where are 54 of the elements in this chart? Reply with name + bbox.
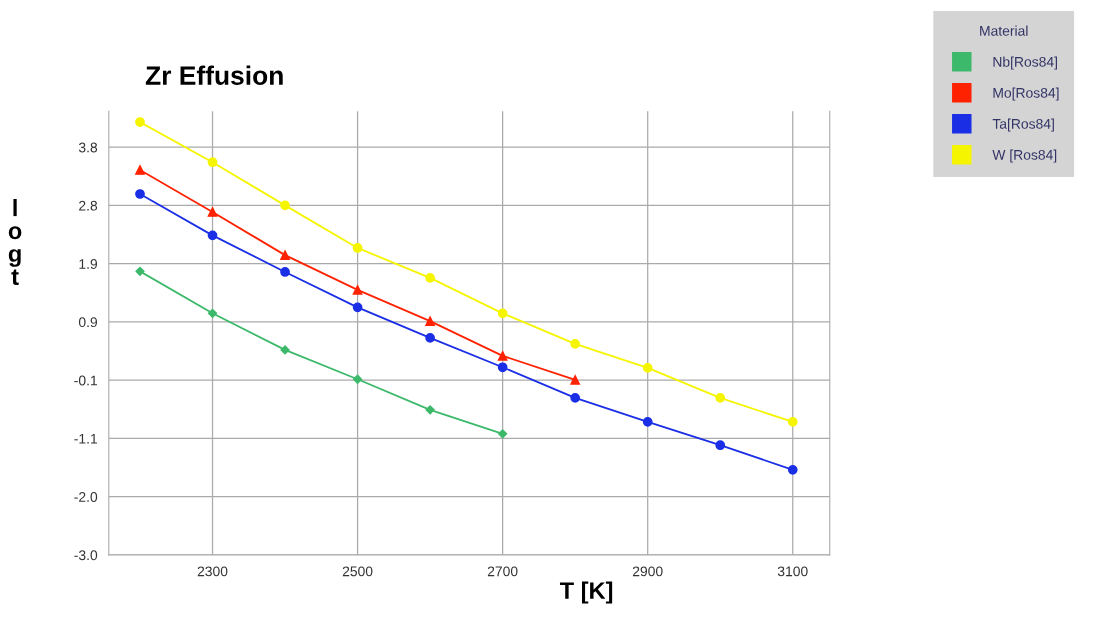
x-tick-label: 2700 xyxy=(487,566,518,577)
point xyxy=(207,157,218,168)
legend-label: Mo[Ros84] xyxy=(993,87,1059,101)
y-tick-label: -3.0 xyxy=(74,550,98,561)
y-tick-label: 2.8 xyxy=(79,200,98,211)
point xyxy=(135,165,145,175)
x-tick-label: 2300 xyxy=(197,566,228,577)
y-tick-label: -1.1 xyxy=(74,433,98,444)
point xyxy=(498,429,508,439)
point xyxy=(207,230,218,241)
point xyxy=(425,316,435,326)
point xyxy=(352,285,363,295)
x-tick-label: 2500 xyxy=(342,566,373,577)
x-tick-label: 2900 xyxy=(632,566,663,577)
point xyxy=(497,351,508,361)
point xyxy=(425,333,435,343)
point xyxy=(207,207,218,217)
point xyxy=(280,267,290,277)
y-tick-label: 0.9 xyxy=(78,317,98,328)
y-tick-label: -2.0 xyxy=(74,492,98,502)
point xyxy=(715,392,726,403)
point xyxy=(280,200,290,211)
point xyxy=(280,345,290,355)
point xyxy=(497,362,508,373)
point xyxy=(570,375,581,385)
legend-label: Ta[Ros84] xyxy=(992,118,1054,132)
y-tick-label: 3.8 xyxy=(78,142,98,153)
point xyxy=(570,392,581,403)
point xyxy=(497,308,508,319)
y-tick-label: -0.1 xyxy=(74,375,98,386)
legend-title: Material xyxy=(980,25,1028,36)
point xyxy=(642,363,653,373)
x-axis-title: T [K] xyxy=(559,581,613,604)
point xyxy=(642,416,653,427)
y-axis-title: l o g t xyxy=(8,199,22,286)
point xyxy=(352,243,363,253)
point xyxy=(787,464,798,475)
point xyxy=(787,416,798,427)
point xyxy=(280,250,290,261)
legend-label: W [Ros84] xyxy=(992,149,1057,163)
point xyxy=(135,117,145,127)
point xyxy=(135,189,145,199)
point xyxy=(352,302,363,313)
y-tick-label: 1.9 xyxy=(79,259,98,269)
legend-label: Nb[Ros84] xyxy=(993,56,1057,70)
point xyxy=(715,440,726,451)
point xyxy=(425,273,435,283)
point xyxy=(425,405,435,415)
point xyxy=(207,308,218,318)
point xyxy=(352,374,363,384)
point xyxy=(570,339,581,349)
chart-title: Zr Effusion xyxy=(145,65,283,85)
point xyxy=(135,266,145,276)
x-tick-label: 3100 xyxy=(777,566,808,577)
